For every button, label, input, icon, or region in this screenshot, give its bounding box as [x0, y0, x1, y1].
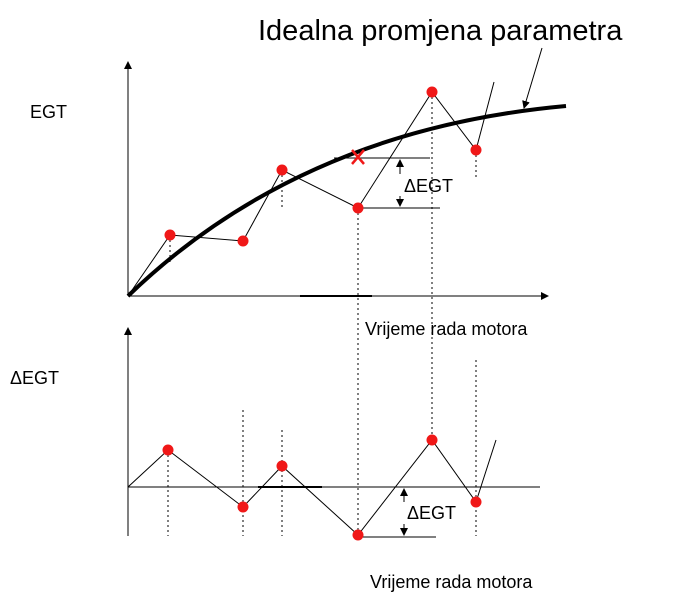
measured-line	[127, 81, 495, 297]
delta-line	[127, 439, 497, 536]
dashes	[169, 92, 477, 536]
points	[164, 86, 482, 247]
x-label: Vrijeme rada motora	[370, 572, 533, 592]
y-label: ΔEGT	[10, 368, 59, 388]
points	[162, 434, 482, 541]
delta-label: ΔEGT	[407, 503, 456, 523]
title-arrow	[522, 47, 543, 109]
title: Idealna promjena parametra	[258, 15, 623, 47]
ideal-curve	[126, 104, 567, 298]
delta-label: ΔEGT	[404, 176, 453, 196]
ideal-point-mark	[351, 149, 365, 165]
y-label: EGT	[30, 102, 67, 122]
x-label: Vrijeme rada motora	[365, 319, 528, 339]
